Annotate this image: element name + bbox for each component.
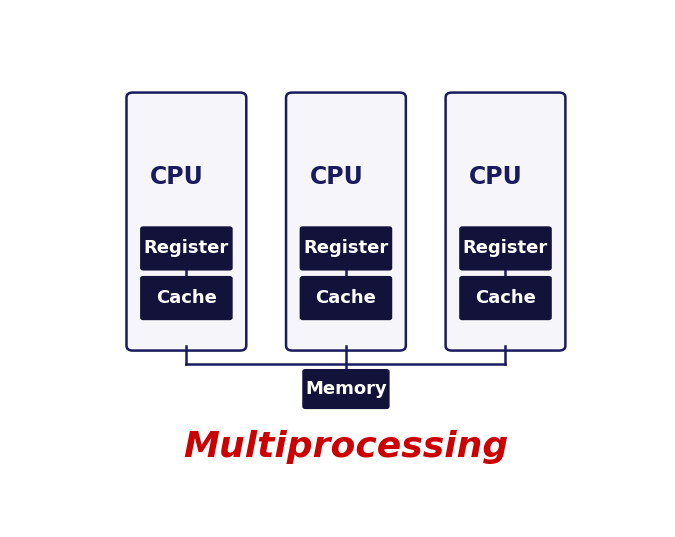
Text: Register: Register	[303, 240, 389, 257]
Text: Multiprocessing: Multiprocessing	[184, 430, 508, 464]
FancyBboxPatch shape	[459, 276, 551, 320]
FancyBboxPatch shape	[126, 92, 246, 351]
Text: Memory: Memory	[305, 380, 387, 398]
Text: CPU: CPU	[469, 165, 523, 189]
FancyBboxPatch shape	[302, 369, 389, 409]
FancyBboxPatch shape	[459, 226, 551, 271]
Text: Register: Register	[463, 240, 548, 257]
Text: CPU: CPU	[310, 165, 363, 189]
FancyBboxPatch shape	[140, 226, 233, 271]
Text: Cache: Cache	[475, 289, 536, 307]
FancyBboxPatch shape	[286, 92, 406, 351]
Text: Register: Register	[144, 240, 229, 257]
Text: Cache: Cache	[315, 289, 377, 307]
Text: Cache: Cache	[156, 289, 217, 307]
FancyBboxPatch shape	[300, 276, 392, 320]
FancyBboxPatch shape	[446, 92, 566, 351]
Text: CPU: CPU	[150, 165, 204, 189]
FancyBboxPatch shape	[300, 226, 392, 271]
FancyBboxPatch shape	[140, 276, 233, 320]
